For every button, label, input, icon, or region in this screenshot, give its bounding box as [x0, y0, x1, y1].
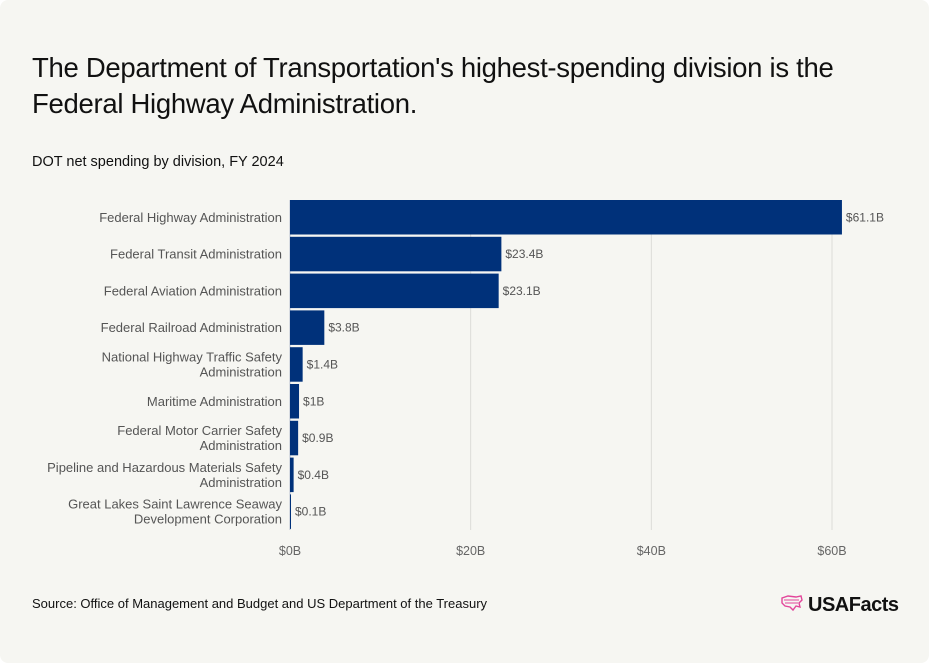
value-label: $1B [303, 394, 324, 408]
bar[interactable] [290, 273, 499, 309]
bar[interactable] [290, 310, 325, 345]
value-label: $3.8B [328, 321, 359, 335]
value-label: $0.9B [302, 431, 333, 445]
x-tick-label: $20B [456, 544, 485, 558]
bar[interactable] [290, 494, 291, 529]
bar[interactable] [290, 420, 299, 456]
bar[interactable] [290, 457, 294, 493]
value-label: $1.4B [307, 357, 338, 371]
bar[interactable] [290, 347, 303, 382]
x-tick-label: $60B [817, 544, 846, 558]
bar[interactable] [290, 384, 300, 419]
category-label: Administration [200, 475, 282, 490]
category-label: Federal Aviation Administration [104, 283, 282, 298]
category-label: Administration [200, 438, 282, 453]
category-label: Maritime Administration [147, 394, 282, 409]
value-label: $61.1B [846, 210, 884, 224]
category-labels: Federal Highway Administration Federal Tr… [47, 210, 282, 527]
value-labels: $61.1B $23.4B $23.1B $3.8B $1.4B $1B $0.9B $0.4… [295, 210, 884, 518]
value-label: $0.1B [295, 505, 326, 519]
bar[interactable] [290, 236, 502, 272]
category-label: Federal Motor Carrier Safety [117, 423, 282, 438]
category-label: National Highway Traffic Safety [102, 349, 283, 364]
x-tick-label: $0B [279, 544, 301, 558]
category-label: Administration [200, 364, 282, 379]
category-label: Development Corporation [134, 512, 282, 527]
value-label: $23.4B [505, 247, 543, 261]
source-note: Source: Office of Management and Budget … [32, 596, 488, 611]
x-tick-label: $40B [637, 544, 666, 558]
value-label: $0.4B [298, 468, 329, 482]
logo-text: USAFacts [808, 593, 899, 616]
category-label: Federal Highway Administration [99, 210, 282, 225]
bar-chart: Federal Highway Administration Federal Tr… [47, 200, 884, 558]
category-label: Pipeline and Hazardous Materials Safety [47, 460, 282, 475]
bar[interactable] [290, 200, 842, 235]
value-label: $23.1B [503, 284, 541, 298]
usa-map-icon [780, 594, 804, 617]
category-label: Great Lakes Saint Lawrence Seaway [68, 497, 282, 512]
usafacts-logo[interactable]: USAFacts [780, 593, 899, 617]
x-axis-ticks: $0B $20B $40B $60B [279, 544, 847, 558]
chart-title: The Department of Transportation's highe… [32, 52, 834, 119]
category-label: Federal Railroad Administration [101, 320, 282, 335]
chart-subtitle: DOT net spending by division, FY 2024 [32, 154, 284, 170]
bars [290, 200, 842, 529]
category-label: Federal Transit Administration [110, 247, 282, 262]
